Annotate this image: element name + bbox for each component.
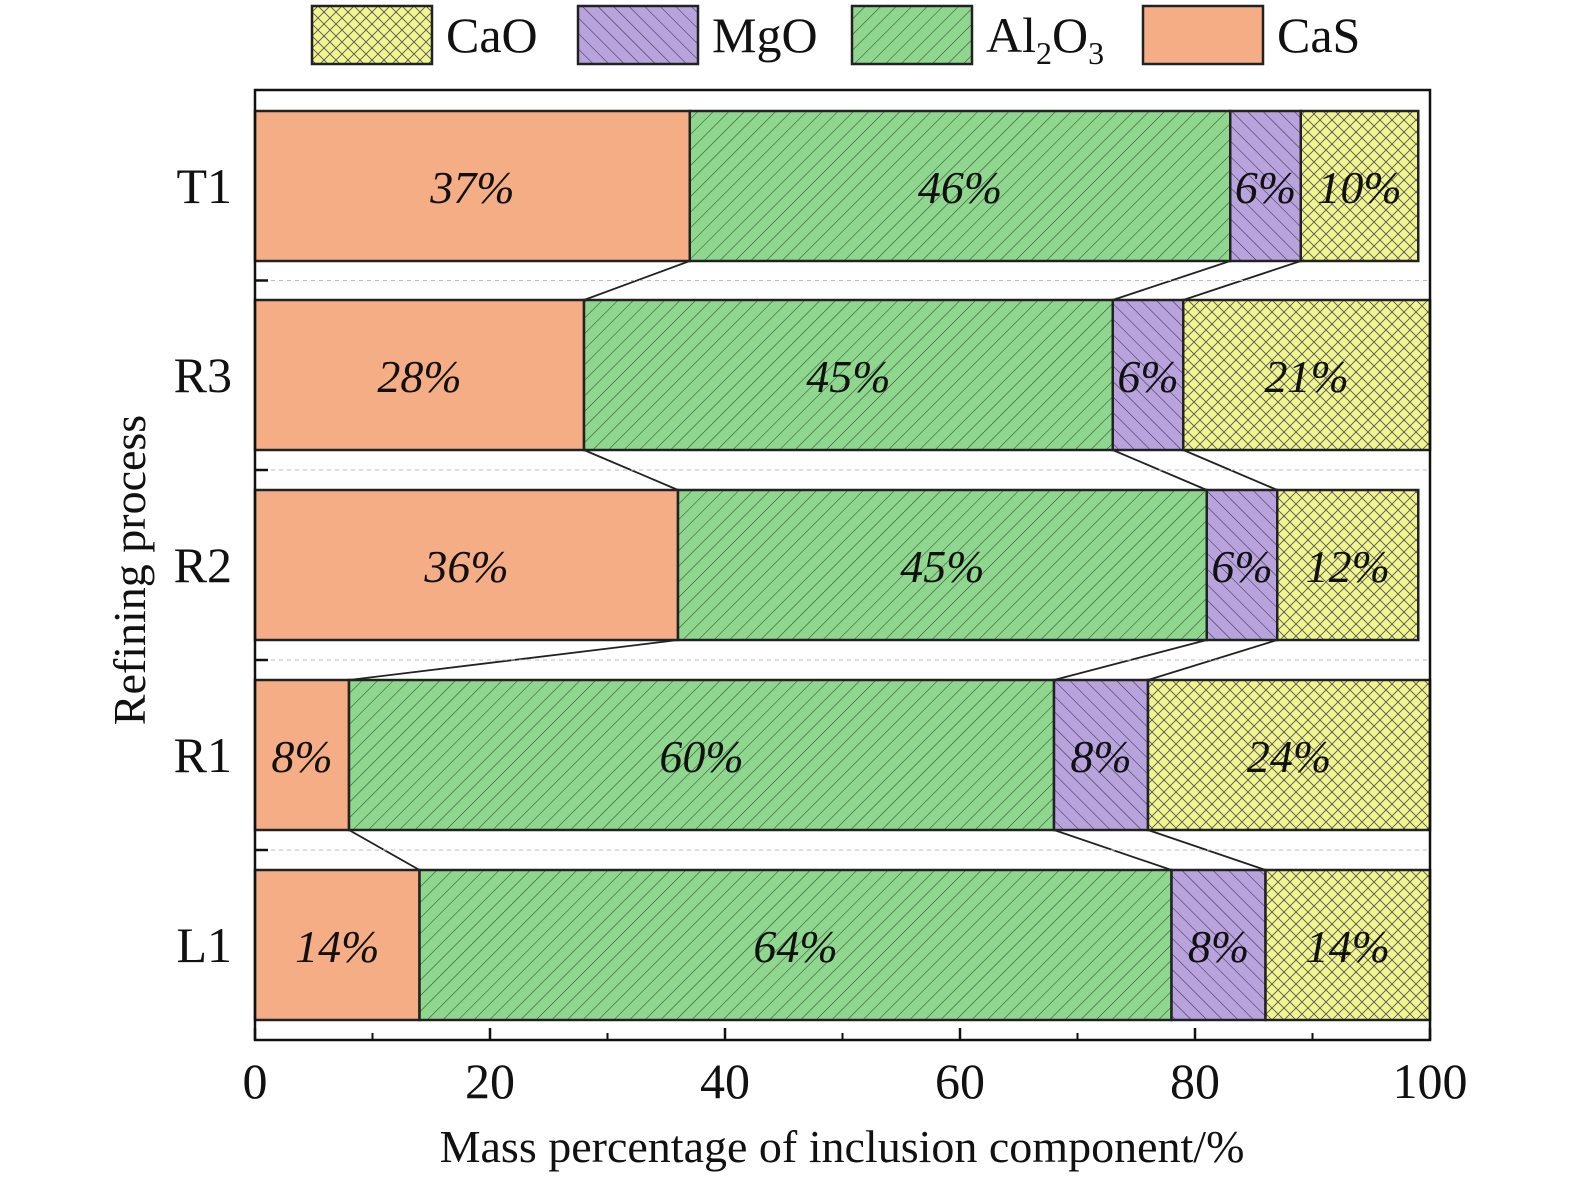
legend-item-mgo: MgO (576, 4, 818, 66)
data-label-r3-cas: 28% (377, 351, 461, 402)
legend-swatch-outline-mgo (576, 4, 700, 66)
data-label-t1-mgo: 6% (1235, 162, 1296, 213)
data-label-t1-cao: 10% (1317, 162, 1401, 213)
x-tick-label-40: 40 (700, 1053, 750, 1109)
bar-r2-cas (255, 490, 678, 640)
x-tick-label-0: 0 (243, 1053, 268, 1109)
bar-hatch-r1-al2o3 (349, 680, 1054, 830)
bar-hatch-t1-mgo (1230, 111, 1301, 261)
data-label-r3-al2o3: 45% (806, 351, 890, 402)
x-tick-label-20: 20 (465, 1053, 515, 1109)
bar-row-l1: 14% 64% 8% 14% L1 (176, 868, 1432, 1022)
data-label-l1-mgo: 8% (1188, 921, 1249, 972)
legend-swatch-outline-cao (310, 4, 434, 66)
data-label-l1-al2o3: 64% (753, 921, 837, 972)
bar-hatch-r2-cao (1277, 490, 1419, 640)
bar-t1-cas (255, 111, 690, 261)
x-tick-label-60: 60 (935, 1053, 985, 1109)
bar-l1-cas (255, 870, 420, 1020)
connector-line (583, 260, 691, 301)
bar-hatch-l1-mgo (1171, 870, 1266, 1020)
bars: 37% 46% 6% 10% T1 28% 45% 6% 21% R3 36% 45% 6% 12% R2 8… (174, 109, 1432, 1022)
bar-hatch-r1-mgo (1054, 680, 1148, 830)
data-label-r1-al2o3: 60% (659, 731, 743, 782)
legend: CaO MgO Al2O3 CaS (310, 4, 1360, 71)
data-label-t1-cas: 37% (429, 162, 514, 213)
bar-outline-r2-cao (1276, 488, 1420, 642)
bar-hatch-r3-mgo (1112, 300, 1184, 450)
bar-hatch-r3-al2o3 (584, 300, 1113, 450)
data-label-r2-mgo: 6% (1211, 541, 1272, 592)
legend-label-cas: CaS (1277, 7, 1360, 63)
connector-line (1112, 260, 1231, 301)
y-axis-label: Refining process (104, 415, 155, 725)
data-label-r1-mgo: 8% (1070, 731, 1131, 782)
data-label-r2-cas: 36% (423, 541, 508, 592)
legend-label-al2o3: Al2O3 (986, 7, 1104, 71)
x-axis-label: Mass percentage of inclusion component/% (440, 1121, 1245, 1172)
bar-row-r2: 36% 45% 6% 12% R2 (174, 488, 1420, 642)
data-label-t1-al2o3: 46% (918, 162, 1002, 213)
data-label-r3-mgo: 6% (1117, 351, 1178, 402)
connector-line (1147, 639, 1278, 681)
bar-hatch-l1-al2o3 (419, 870, 1172, 1020)
bar-hatch-t1-al2o3 (689, 111, 1231, 261)
y-tick-label-r2: R2 (174, 537, 232, 593)
legend-swatch-hatch-al2o3 (852, 6, 972, 64)
y-tick-label-l1: L1 (176, 917, 232, 973)
bar-outline-t1-cao (1299, 109, 1420, 263)
y-tick-label-r3: R3 (174, 347, 232, 403)
data-label-r1-cas: 8% (271, 731, 332, 782)
bar-hatch-t1-cao (1300, 111, 1419, 261)
legend-label-mgo: MgO (712, 7, 818, 63)
data-label-r2-al2o3: 45% (900, 541, 984, 592)
legend-item-cao: CaO (310, 4, 538, 66)
legend-swatch-hatch-mgo (578, 6, 698, 64)
data-label-l1-cao: 14% (1306, 921, 1390, 972)
legend-swatch-outline-al2o3 (850, 4, 974, 66)
bar-hatch-l1-cao (1265, 870, 1430, 1020)
data-label-r1-cao: 24% (1247, 731, 1331, 782)
connector-line (1147, 829, 1266, 871)
y-tick-label-r1: R1 (174, 727, 232, 783)
bar-row-r1: 8% 60% 8% 24% R1 (174, 678, 1432, 832)
data-label-r3-cao: 21% (1264, 351, 1348, 402)
y-tick-label-t1: T1 (176, 158, 232, 214)
bar-hatch-r1-cao (1148, 680, 1430, 830)
x-tick-label-100: 100 (1393, 1053, 1468, 1109)
bar-r1-cas (255, 680, 349, 830)
legend-swatch-outline-cas (1141, 4, 1265, 66)
legend-item-cas: CaS (1141, 4, 1360, 66)
data-label-l1-cas: 14% (295, 921, 379, 972)
bar-hatch-r3-cao (1183, 300, 1430, 450)
bar-row-t1: 37% 46% 6% 10% T1 (176, 109, 1420, 263)
connector-lines (255, 260, 1430, 871)
x-tick-label-80: 80 (1170, 1053, 1220, 1109)
legend-item-al2o3: Al2O3 (850, 4, 1104, 71)
axes: 0 20 40 60 80 100 (243, 279, 1468, 1109)
legend-swatch-hatch-cao (312, 6, 432, 64)
legend-swatch-cas (1143, 6, 1263, 64)
bar-r3-cas (255, 300, 584, 450)
bar-row-r3: 28% 45% 6% 21% R3 (174, 298, 1432, 452)
legend-label-cao: CaO (446, 7, 538, 63)
bar-hatch-r2-mgo (1206, 490, 1278, 640)
connector-line (1182, 449, 1278, 491)
bar-hatch-r2-al2o3 (678, 490, 1207, 640)
data-label-r2-cao: 12% (1306, 541, 1390, 592)
